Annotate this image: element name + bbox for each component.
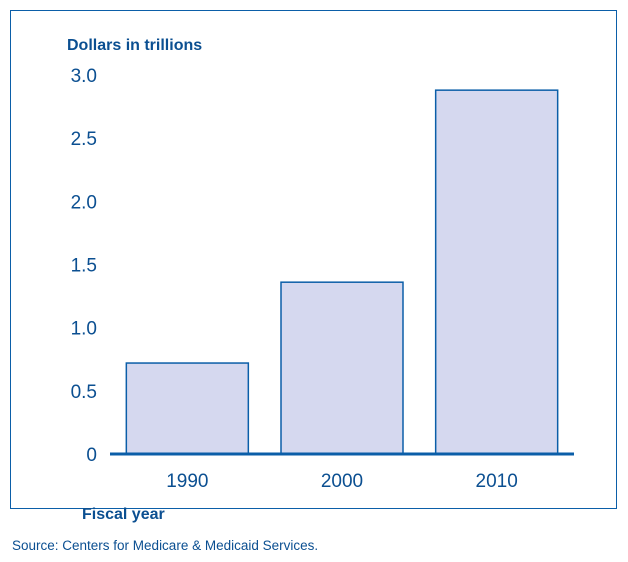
bar [434, 89, 559, 455]
chart-frame [10, 10, 617, 509]
x-tick-label: 2010 [476, 471, 518, 492]
y-tick-label: 3.0 [71, 66, 97, 87]
x-tick-label: 1990 [166, 471, 208, 492]
bar [280, 281, 404, 455]
y-tick-label: 2.5 [71, 129, 97, 150]
x-tick-label: 2000 [321, 471, 363, 492]
source-note: Source: Centers for Medicare & Medicaid … [12, 538, 319, 553]
bar [125, 362, 250, 455]
y-tick-label: 0 [86, 445, 97, 466]
x-axis-label: Fiscal year [82, 506, 165, 523]
y-tick-label: 1.0 [71, 319, 97, 340]
y-tick-label: 0.5 [71, 382, 97, 403]
y-tick-label: 1.5 [71, 256, 97, 277]
y-tick-label: 2.0 [71, 192, 97, 213]
y-axis-label: Dollars in trillions [67, 37, 203, 54]
